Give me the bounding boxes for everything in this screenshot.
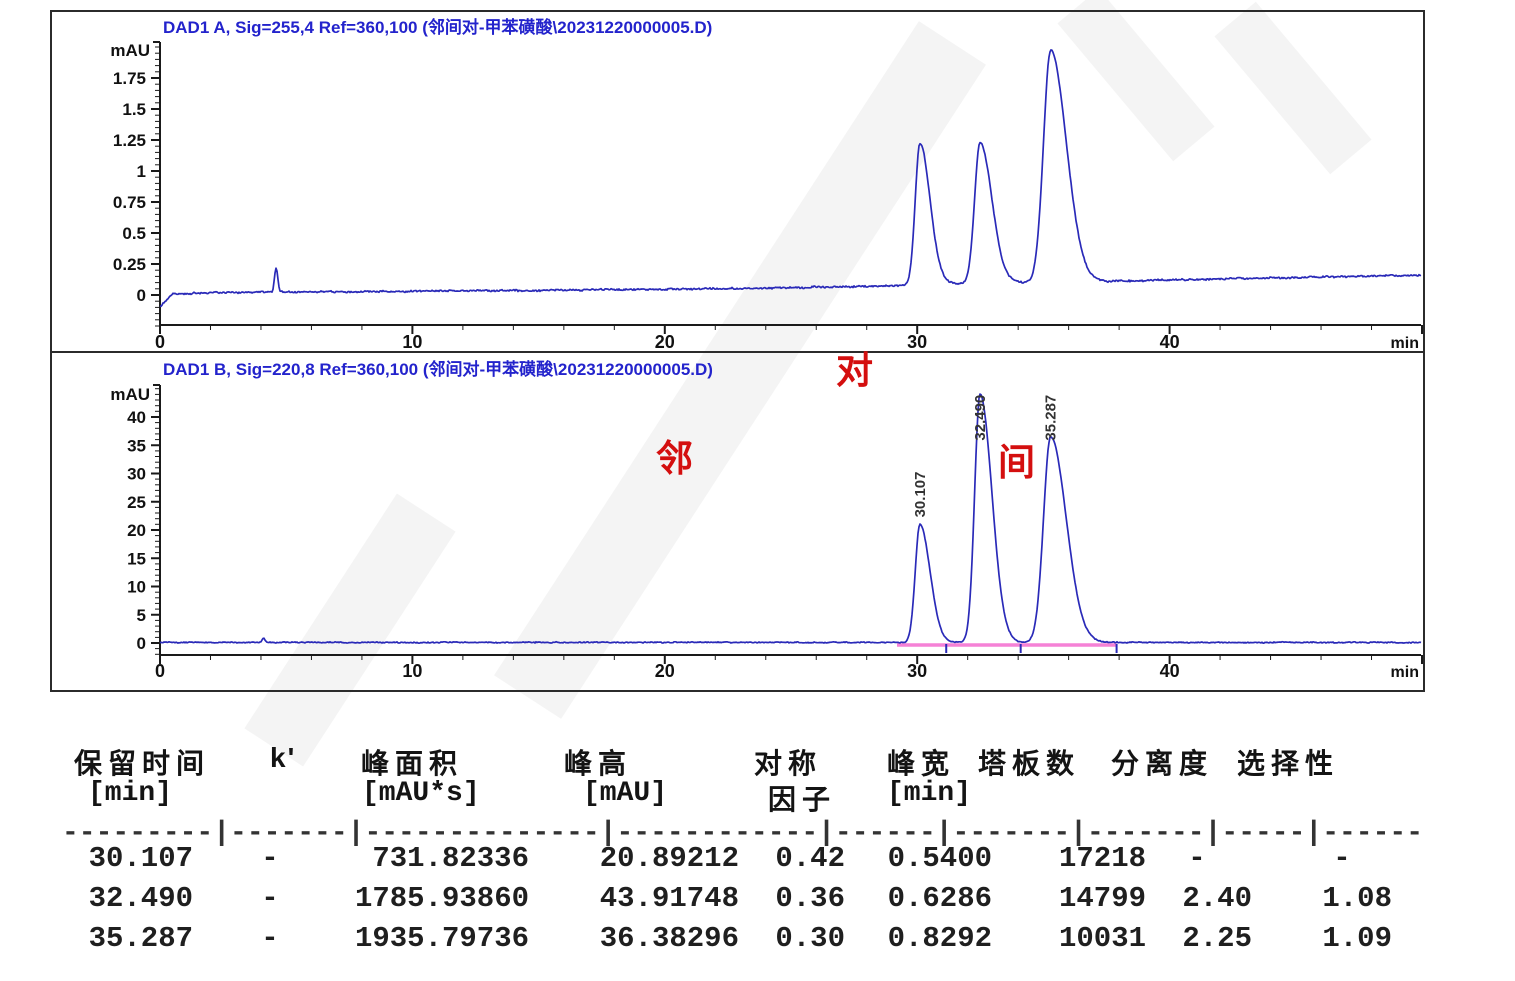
cell-plates: 17218 <box>1058 842 1146 875</box>
y-tick-label: 0 <box>137 634 146 653</box>
table-row: 32.490 - 1785.93860 43.91748 0.36 0.6286… <box>62 882 1462 918</box>
peak-label: 30.107 <box>912 472 929 518</box>
cell-area: 731.82336 <box>372 842 529 875</box>
cell-width: 0.8292 <box>887 922 992 955</box>
y-axis-unit: mAU <box>110 41 150 60</box>
cell-selectivity: 1.09 <box>1322 922 1392 955</box>
cell-width: 0.5400 <box>887 842 992 875</box>
col-unit-height: [mAU] <box>583 778 668 809</box>
x-tick-label: 20 <box>655 661 675 681</box>
y-tick-label: 40 <box>127 408 146 427</box>
x-tick-label: 30 <box>907 661 927 681</box>
cell-symmetry: 0.42 <box>775 842 845 875</box>
cell-height: 20.89212 <box>599 842 739 875</box>
x-axis-unit: min <box>1391 335 1419 352</box>
y-tick-label: 30 <box>127 465 146 484</box>
col-header-retention: 保留时间 <box>74 748 211 779</box>
peak-label: 35.287 <box>1043 395 1060 441</box>
x-tick-label: 30 <box>907 332 927 352</box>
y-tick-label: 1.25 <box>113 131 146 150</box>
y-tick-label: 5 <box>137 606 146 625</box>
cell-retention: 35.287 <box>88 922 193 955</box>
peak-label: 32.490 <box>972 395 989 441</box>
table-row: 35.287 - 1935.79736 36.38296 0.30 0.8292… <box>62 922 1462 958</box>
col-header-symmetry: 对称 <box>754 748 823 779</box>
col-header-selectivity: 选择性 <box>1237 748 1340 779</box>
x-tick-label: 0 <box>155 661 165 681</box>
x-tick-label: 20 <box>655 332 675 352</box>
y-tick-label: 10 <box>127 578 146 597</box>
table-separator: ---------|-------|--------------|-------… <box>62 818 1424 849</box>
annotation-meta: 间 <box>998 443 1035 484</box>
y-tick-label: 15 <box>127 549 146 568</box>
y-axis-unit: mAU <box>110 385 150 404</box>
y-tick-label: 0 <box>137 286 146 305</box>
cell-symmetry: 0.30 <box>775 922 845 955</box>
y-tick-label: 35 <box>127 436 146 455</box>
chart-title-dad1a: DAD1 A, Sig=255,4 Ref=360,100 (邻间对-甲苯磺酸\… <box>163 18 713 37</box>
cell-retention: 30.107 <box>88 842 193 875</box>
cell-retention: 32.490 <box>88 882 193 915</box>
chromatogram-dad1b: 0 5 10 15 20 25 30 35 40 mAU 0 10 20 30 40 min 30.107 32.… <box>110 384 1423 681</box>
col-header-width: 峰宽 <box>887 748 956 779</box>
x-tick-label: 40 <box>1160 332 1180 352</box>
col-unit-width: [min] <box>887 778 972 809</box>
x-tick-label: 40 <box>1160 661 1180 681</box>
cell-kprime: - <box>261 882 279 915</box>
chart-title-dad1b: DAD1 B, Sig=220,8 Ref=360,100 (邻间对-甲苯磺酸\… <box>163 360 713 379</box>
cell-kprime: - <box>261 842 279 875</box>
x-tick-label: 10 <box>402 661 422 681</box>
y-tick-label: 0.5 <box>122 224 146 243</box>
annotation-ortho: 邻 <box>656 439 693 480</box>
cell-resolution: 2.25 <box>1182 922 1252 955</box>
y-tick-label: 1.75 <box>113 69 146 88</box>
cell-area: 1785.93860 <box>354 882 529 915</box>
col-unit-symmetry: 因子 <box>768 784 837 815</box>
y-tick-label: 20 <box>127 521 146 540</box>
cell-selectivity: 1.08 <box>1322 882 1392 915</box>
col-header-kprime: k' <box>270 742 297 773</box>
cell-plates: 14799 <box>1058 882 1146 915</box>
col-header-area: 峰面积 <box>361 748 464 779</box>
chromatogram-trace <box>159 393 1422 644</box>
peak-results-table: 保留时间 k' 峰面积 峰高 对称 峰宽 塔板数 分离度 选择性 [min] [… <box>62 740 1462 975</box>
cell-height: 43.91748 <box>599 882 739 915</box>
table-row: 30.107 - 731.82336 20.89212 0.42 0.5400 … <box>62 842 1462 878</box>
col-header-height: 峰高 <box>564 748 633 779</box>
y-tick-label: 0.25 <box>113 255 146 274</box>
cell-resolution: - <box>1188 842 1206 875</box>
col-unit-area: [mAU*s] <box>362 778 480 809</box>
annotation-para: 对 <box>836 351 873 392</box>
col-header-resolution: 分离度 <box>1111 748 1214 779</box>
cell-symmetry: 0.36 <box>775 882 845 915</box>
axes: 0 0.25 0.5 0.75 1 1.25 1.5 1.75 mAU 0 10 20 30 40 min <box>110 41 1423 352</box>
panel-divider <box>50 351 1425 353</box>
axes: 0 5 10 15 20 25 30 35 40 mAU 0 10 20 30 40 min <box>110 384 1423 681</box>
cell-height: 36.38296 <box>599 922 739 955</box>
y-tick-label: 0.75 <box>113 193 146 212</box>
cell-selectivity: - <box>1333 842 1351 875</box>
col-header-plates: 塔板数 <box>978 748 1081 779</box>
x-tick-label: 0 <box>155 332 165 352</box>
cell-plates: 10031 <box>1058 922 1146 955</box>
cell-area: 1935.79736 <box>354 922 529 955</box>
y-tick-label: 1.5 <box>122 100 146 119</box>
x-tick-label: 10 <box>402 332 422 352</box>
col-unit-retention: [min] <box>88 778 173 809</box>
chromatogram-trace <box>159 49 1422 308</box>
chromatogram-dad1a: 0 0.25 0.5 0.75 1 1.25 1.5 1.75 mAU 0 10 20 30 40 min <box>110 41 1423 352</box>
cell-kprime: - <box>261 922 279 955</box>
y-tick-label: 1 <box>137 162 146 181</box>
y-tick-label: 25 <box>127 493 146 512</box>
x-axis-unit: min <box>1391 664 1419 681</box>
cell-width: 0.6286 <box>887 882 992 915</box>
cell-resolution: 2.40 <box>1182 882 1252 915</box>
